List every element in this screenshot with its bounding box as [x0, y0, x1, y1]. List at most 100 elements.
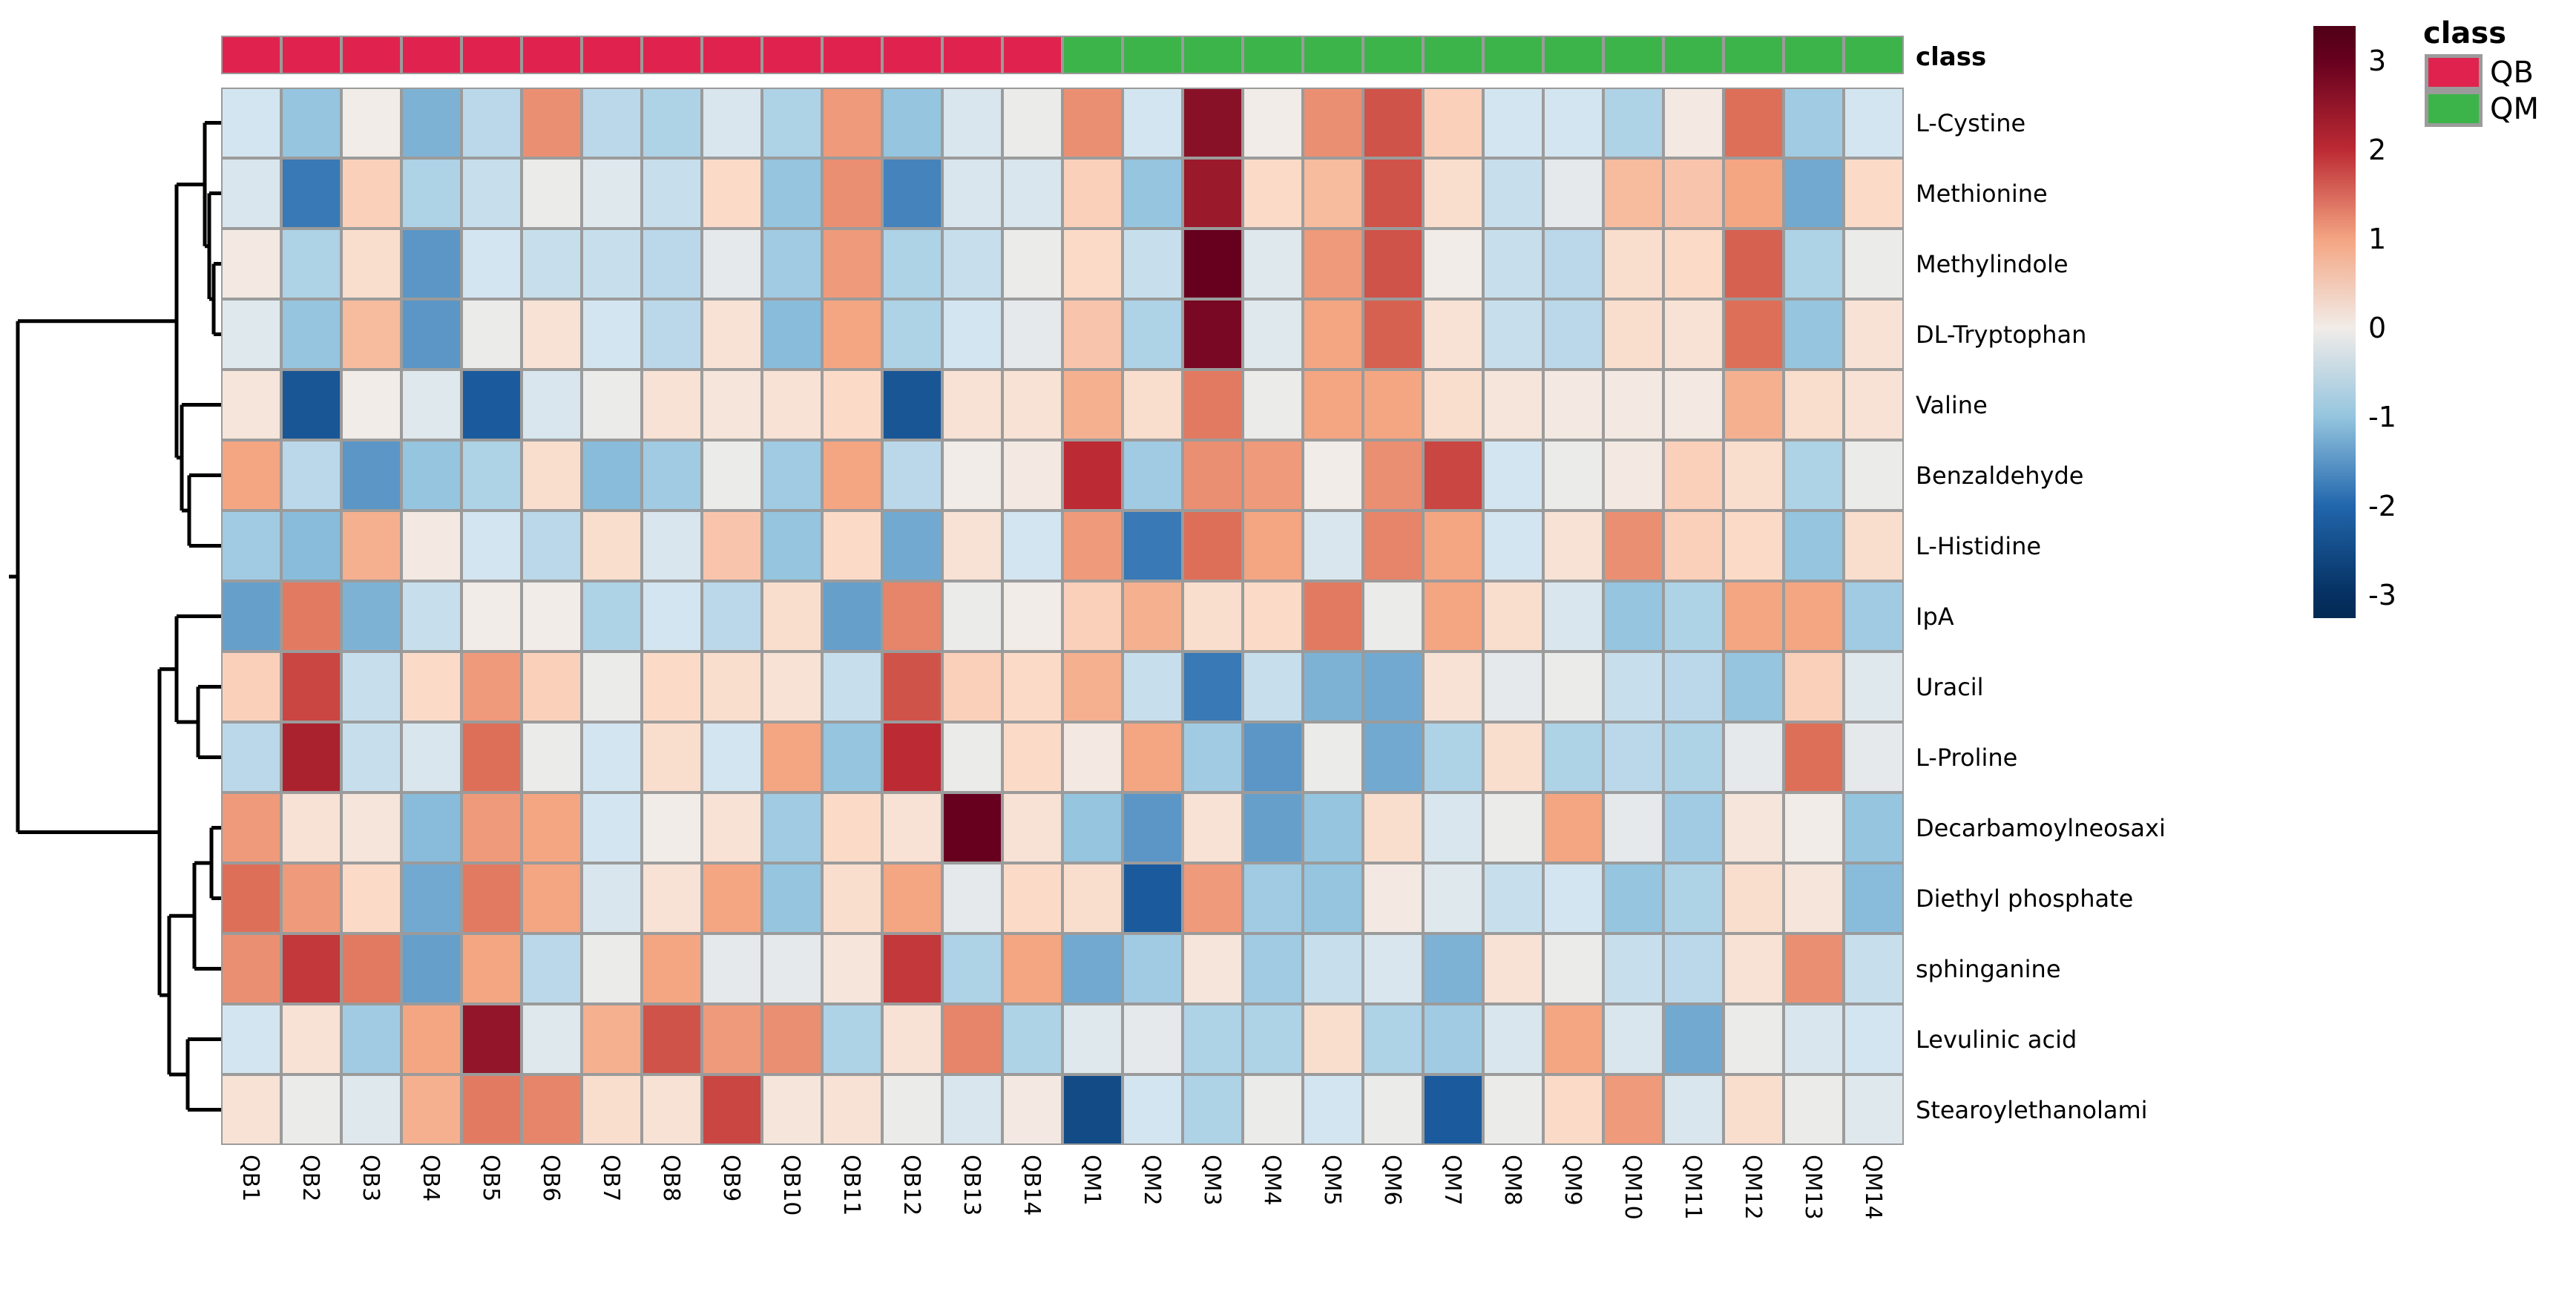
row-label-L-Histidine: L-Histidine — [1916, 531, 2042, 560]
heatmap-cell — [582, 299, 642, 370]
heatmap-cell — [281, 229, 341, 299]
heatmap-cell — [1002, 933, 1062, 1004]
heatmap-cell — [1724, 229, 1784, 299]
class-legend-swatch-QM — [2425, 91, 2483, 127]
heatmap-cell — [1603, 793, 1663, 863]
heatmap-cell — [942, 511, 1002, 581]
row-label-L-Proline: L-Proline — [1916, 743, 2018, 772]
heatmap-cell — [1002, 863, 1062, 933]
heatmap-cell — [1363, 722, 1423, 793]
heatmap-cell — [341, 1004, 401, 1074]
heatmap-cell — [1844, 511, 1904, 581]
heatmap-cell — [401, 511, 461, 581]
column-label-QM14: QM14 — [1859, 1155, 1886, 1220]
column-label-QM11: QM11 — [1679, 1155, 1706, 1220]
heatmap-cell — [1002, 511, 1062, 581]
heatmap-cell — [281, 511, 341, 581]
heatmap-cell — [1844, 299, 1904, 370]
annotation-cell-QB2 — [281, 36, 341, 74]
heatmap-cell — [341, 511, 401, 581]
heatmap-cell — [1784, 722, 1844, 793]
heatmap-cell — [1663, 440, 1724, 511]
heatmap-cell — [942, 88, 1002, 158]
heatmap-cell — [1663, 158, 1724, 229]
heatmap-cell — [1303, 722, 1363, 793]
heatmap-cell — [1543, 511, 1603, 581]
colorbar-tick-0: 0 — [2368, 312, 2387, 344]
heatmap-cell — [1724, 1074, 1784, 1145]
heatmap-cell — [1784, 652, 1844, 722]
heatmap-cell — [1243, 722, 1303, 793]
heatmap-cell — [822, 158, 882, 229]
heatmap-cell — [1543, 933, 1603, 1004]
heatmap-cell — [1062, 722, 1123, 793]
heatmap-cell — [1724, 158, 1784, 229]
heatmap-cell — [1483, 722, 1543, 793]
column-label-QM7: QM7 — [1439, 1155, 1465, 1206]
heatmap-cell — [642, 722, 702, 793]
heatmap-cell — [1423, 88, 1483, 158]
heatmap-cell — [1423, 370, 1483, 440]
heatmap-cell — [1183, 933, 1243, 1004]
heatmap-cell — [1844, 88, 1904, 158]
heatmap-cell — [1844, 933, 1904, 1004]
heatmap-cell — [582, 933, 642, 1004]
annotation-cell-QM3 — [1183, 36, 1243, 74]
heatmap-cell — [822, 370, 882, 440]
heatmap-cell — [1784, 88, 1844, 158]
heatmap-cell — [522, 229, 582, 299]
heatmap-cell — [1483, 1074, 1543, 1145]
heatmap-cell — [762, 440, 822, 511]
heatmap-cell — [882, 652, 942, 722]
heatmap-cell — [221, 652, 281, 722]
heatmap-cell — [1002, 722, 1062, 793]
heatmap-cell — [1543, 88, 1603, 158]
heatmap-cell — [822, 1004, 882, 1074]
heatmap-cell — [1363, 1074, 1423, 1145]
heatmap-cell — [642, 793, 702, 863]
heatmap-cell — [461, 440, 522, 511]
heatmap-cell — [882, 370, 942, 440]
heatmap-cell — [1303, 370, 1363, 440]
heatmap-cell — [1483, 511, 1543, 581]
heatmap-cell — [582, 158, 642, 229]
heatmap-cell — [582, 511, 642, 581]
heatmap-cell — [281, 933, 341, 1004]
heatmap-cell — [461, 1004, 522, 1074]
heatmap-cell — [522, 299, 582, 370]
heatmap-cell — [1784, 581, 1844, 652]
heatmap-cell — [882, 1074, 942, 1145]
column-label-QB5: QB5 — [477, 1155, 504, 1202]
annotation-cell-QB5 — [461, 36, 522, 74]
heatmap-cell — [1543, 652, 1603, 722]
heatmap-cell — [1483, 229, 1543, 299]
heatmap-cell — [1002, 158, 1062, 229]
heatmap-cell — [1423, 158, 1483, 229]
column-label-QB3: QB3 — [357, 1155, 384, 1202]
heatmap-cell — [702, 88, 762, 158]
heatmap-cell — [1724, 933, 1784, 1004]
heatmap-cell — [401, 652, 461, 722]
heatmap-cell — [461, 229, 522, 299]
annotation-cell-QM10 — [1603, 36, 1663, 74]
heatmap-cell — [1303, 1004, 1363, 1074]
heatmap-cell — [1123, 88, 1183, 158]
heatmap-cell — [882, 933, 942, 1004]
heatmap-cell — [1183, 229, 1243, 299]
annotation-cell-QM7 — [1423, 36, 1483, 74]
heatmap-cell — [642, 158, 702, 229]
heatmap-cell — [882, 229, 942, 299]
heatmap-cell — [582, 440, 642, 511]
heatmap-cell — [341, 652, 401, 722]
heatmap-cell — [942, 370, 1002, 440]
heatmap-cell — [1663, 1004, 1724, 1074]
column-label-QB2: QB2 — [297, 1155, 323, 1202]
heatmap-cell — [1183, 440, 1243, 511]
heatmap-cell — [221, 933, 281, 1004]
heatmap-cell — [1002, 229, 1062, 299]
heatmap-cell — [882, 299, 942, 370]
heatmap-cell — [1603, 370, 1663, 440]
heatmap-cell — [522, 933, 582, 1004]
heatmap-cell — [1002, 581, 1062, 652]
heatmap-cell — [1844, 440, 1904, 511]
